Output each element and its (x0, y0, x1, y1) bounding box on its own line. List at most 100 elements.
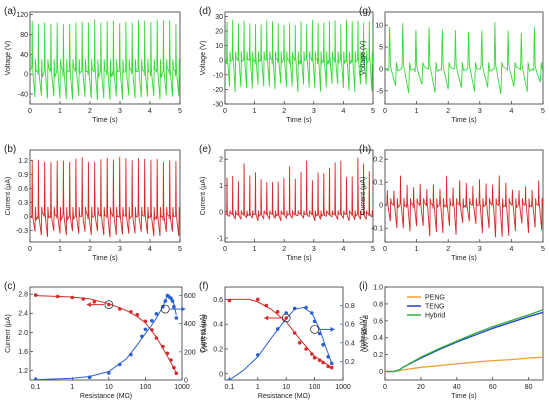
y-axis-label: Voltage (V) (360, 41, 367, 76)
x-tick-label: 4 (509, 108, 513, 115)
y-tick-label: 1.2 (18, 368, 28, 375)
current-point (33, 293, 38, 297)
x-tick-label: 3 (118, 108, 122, 115)
x-tick-label: 10 (105, 384, 113, 391)
panel-label: (b) (4, 144, 16, 155)
x-tick-label: 0 (28, 108, 32, 115)
plot-frame (224, 286, 344, 381)
plot-area (225, 157, 373, 222)
current-point (304, 347, 308, 351)
power-point (275, 327, 280, 331)
x-axis-label: Resistance (MΩ) (80, 393, 132, 400)
current-point (297, 341, 302, 345)
legend-label: Hybrid (425, 313, 445, 320)
current-point (264, 303, 269, 308)
x-tick-label: 3 (312, 246, 316, 253)
power-point (107, 371, 111, 375)
x-axis-label: Time (s) (92, 117, 117, 124)
y-tick-label: 1 (219, 183, 223, 190)
y2-tick-label: 0.4 (345, 340, 355, 347)
x-tick-label: 0 (223, 108, 227, 115)
y-tick-label: 0.6 (213, 297, 223, 304)
x-tick-label: 3 (478, 246, 482, 253)
x-tick-label: 20 (417, 384, 425, 391)
x-tick-label: 5 (371, 108, 375, 115)
y-tick-label: 0.1 (373, 180, 383, 187)
y-tick-label: 2.0 (18, 330, 28, 337)
x-tick-label: 5 (541, 246, 545, 253)
plot-area (385, 309, 543, 373)
x-tick-label: 1 (256, 384, 260, 391)
y-tick-label: 0 (219, 209, 223, 216)
panel-label: (c) (4, 281, 16, 292)
power-point (129, 352, 133, 357)
y-axis-label: Current (μA) (200, 177, 207, 216)
left-arrow-head (86, 302, 91, 308)
plot-area (385, 22, 543, 95)
panel-label: (e) (199, 144, 211, 155)
power-point (317, 331, 322, 336)
plot-area (225, 19, 373, 93)
y-tick-label: 0.8 (373, 301, 383, 308)
x-tick-label: 2 (446, 108, 450, 115)
power-point (304, 305, 308, 310)
current-point (275, 310, 280, 314)
current-point (150, 328, 154, 332)
x-tick-label: 0 (383, 246, 387, 253)
plot-frame (29, 286, 183, 381)
y-tick-label: 1.2 (18, 158, 28, 165)
x-tick-label: 60 (489, 384, 497, 391)
power-point (169, 296, 173, 301)
power-point (174, 316, 179, 320)
y-tick-label: 30 (215, 14, 223, 21)
y-tick-label: 120 (16, 12, 28, 19)
y-tick-label: 0.9 (18, 172, 28, 179)
current-point (135, 312, 140, 317)
current-point (143, 319, 148, 324)
x-axis-label: Time (s) (286, 117, 311, 124)
y-tick-label: 80 (20, 32, 28, 39)
power-point (143, 327, 148, 332)
x-tick-label: 3 (118, 246, 122, 253)
x-axis-label: Time (s) (451, 117, 476, 124)
x-tick-label: 2 (446, 246, 450, 253)
y2-tick-label: 0 (184, 378, 188, 385)
signal-line (225, 19, 373, 93)
y-tick-label: -5 (377, 88, 383, 95)
y-axis-label: Current (μA) (360, 177, 367, 216)
panel-label: (f) (199, 281, 208, 292)
y-tick-label: 10 (215, 43, 223, 50)
panel-f: (f) 0.1 1 10 100 1000 0 0.2 0.4 0.6 0.2 0.4 0.6 0.8 Po… (199, 281, 368, 400)
y-tick-label: 0.4 (213, 322, 223, 329)
x-tick-label: 1 (58, 246, 62, 253)
y2-tick-label: 400 (184, 321, 196, 328)
power-point (33, 377, 38, 380)
plot-area (227, 297, 334, 380)
current-point (317, 358, 322, 363)
y2-tick-label: 0.2 (345, 359, 355, 366)
x-tick-label: 1000 (174, 384, 190, 391)
plot-area (33, 293, 179, 380)
signal-line (30, 19, 180, 101)
power-point (172, 304, 176, 309)
current-point (310, 352, 314, 356)
x-tick-label: 10 (282, 384, 290, 391)
x-tick-label: 0 (383, 108, 387, 115)
current-point (107, 302, 111, 307)
current-axis-indicator (281, 313, 291, 323)
plot-frame (384, 149, 544, 243)
x-tick-label: 5 (371, 246, 375, 253)
y-tick-label: 2.4 (18, 311, 28, 318)
x-tick-label: 4 (148, 108, 152, 115)
y-tick-label: -20 (213, 87, 223, 94)
current-point (55, 294, 60, 299)
series-line-hybrid (385, 309, 543, 373)
y-tick-label: 0.3 (18, 200, 28, 207)
x-tick-label: 1 (415, 246, 419, 253)
y-tick-label: 0 (219, 58, 223, 65)
power-point (140, 334, 144, 339)
x-axis-label: Time (s) (286, 255, 311, 262)
signal-line (385, 22, 543, 95)
x-tick-label: 100 (140, 384, 152, 391)
current-point (255, 297, 260, 302)
